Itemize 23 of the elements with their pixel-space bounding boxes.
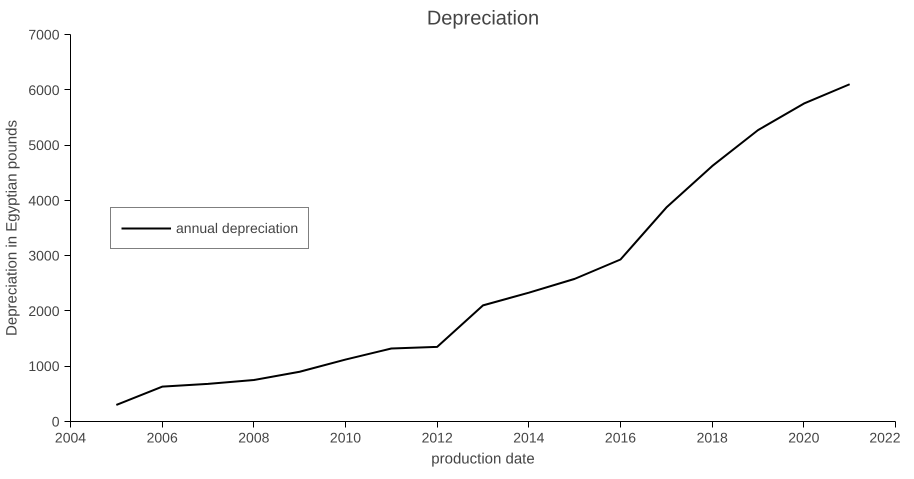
x-tick-label: 2018 [696, 430, 728, 446]
x-tick-label: 2020 [788, 430, 820, 446]
y-tick-label: 0 [52, 414, 60, 430]
x-tick-label: 2008 [238, 430, 270, 446]
x-tick-label: 2006 [146, 430, 178, 446]
y-tick-label: 5000 [28, 137, 60, 154]
y-tick-label: 2000 [28, 302, 60, 319]
y-tick-label: 1000 [28, 358, 60, 374]
x-tick-label: 2022 [869, 430, 901, 446]
x-tick-label: 2016 [604, 430, 636, 446]
x-tick-label: 2004 [54, 430, 86, 446]
y-tick-label: 3000 [28, 248, 60, 264]
x-axis-title: production date [431, 450, 535, 468]
y-axis-title: Depreciation in Egyptian pounds [3, 120, 20, 336]
x-tick-label: 2012 [422, 430, 453, 446]
x-tick-label: 2010 [330, 430, 362, 446]
legend-label: annual depreciation [176, 220, 298, 236]
x-tick-label: 2014 [513, 430, 545, 446]
chart-title: Depreciation [426, 8, 540, 30]
y-tick-label: 6000 [28, 82, 60, 98]
y-tick-label: 4000 [28, 192, 60, 208]
y-tick-label: 7000 [28, 26, 60, 42]
line-series [115, 83, 851, 406]
